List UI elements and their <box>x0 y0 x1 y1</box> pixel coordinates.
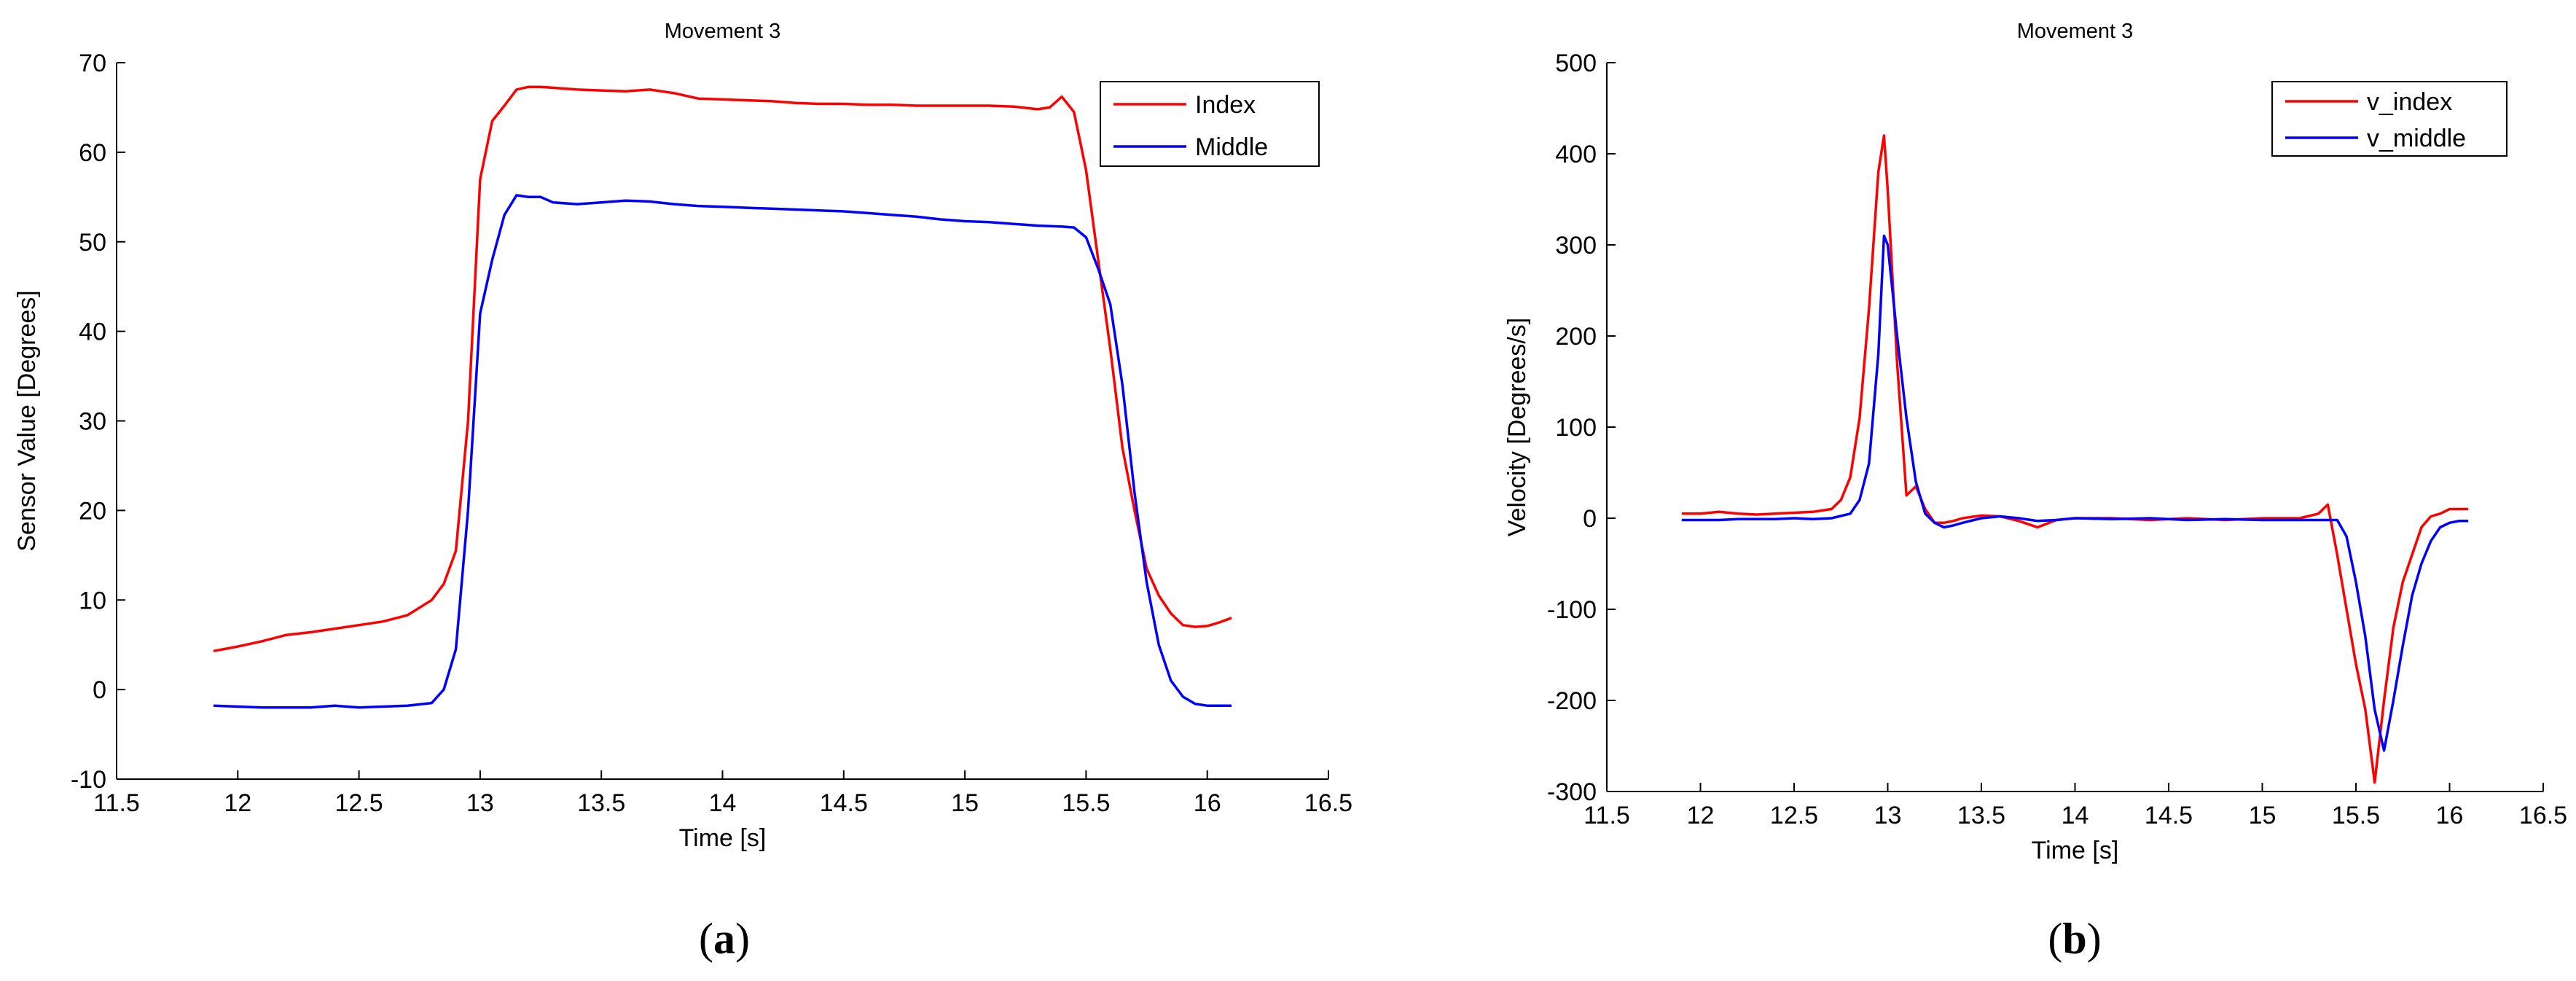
y-tick-label: -100 <box>1547 596 1597 624</box>
y-tick-label: 20 <box>79 497 106 525</box>
series-line-middle <box>213 194 1232 709</box>
legend-label: v_index <box>2367 88 2452 116</box>
x-tick-label: 11.5 <box>1583 802 1630 829</box>
x-tick-label: 16 <box>2436 802 2464 829</box>
legend-label: Middle <box>1195 133 1268 161</box>
y-tick-label: 30 <box>79 408 106 436</box>
y-axis-label: Velocity [Degrees/s] <box>1503 318 1531 536</box>
caption-close: ) <box>2087 915 2102 963</box>
series-line-index <box>213 85 1232 653</box>
chart-title: Movement 3 <box>665 20 781 43</box>
y-tick-label: -10 <box>71 766 106 794</box>
caption-letter: a <box>713 915 735 963</box>
x-tick-label: 13.5 <box>577 789 625 817</box>
y-tick-label: 500 <box>1555 50 1597 77</box>
y-tick-label: 40 <box>79 318 106 346</box>
series-line-v-index <box>1681 134 2469 784</box>
x-tick-label: 16.5 <box>1304 789 1352 817</box>
x-tick-label: 15.5 <box>2332 802 2380 829</box>
x-tick-label: 16 <box>1194 789 1221 817</box>
x-tick-label: 12 <box>224 789 251 817</box>
y-tick-label: -200 <box>1547 687 1597 715</box>
x-tick-label: 14 <box>2062 802 2089 829</box>
y-tick-label: 400 <box>1555 141 1597 168</box>
x-tick-label: 15 <box>2249 802 2276 829</box>
caption-open: ( <box>2048 915 2062 963</box>
caption-close: ) <box>735 915 750 963</box>
chart-b: Movement 3 11.5 12 12.5 13 13.5 14 14.5 15 15.5 16… <box>1503 20 2567 963</box>
y-axis-label: Sensor Value [Degrees] <box>13 290 41 551</box>
panel-caption: (b) <box>2048 915 2101 963</box>
y-tick-label: 50 <box>79 229 106 257</box>
caption-letter: b <box>2062 915 2086 963</box>
y-tick-label: 10 <box>79 587 106 614</box>
y-tick-label: 0 <box>1583 505 1597 533</box>
x-tick-label: 12.5 <box>335 789 383 817</box>
y-tick-label: 200 <box>1555 323 1597 351</box>
y-tick-label: 100 <box>1555 414 1597 442</box>
x-tick-label: 12 <box>1687 802 1715 829</box>
x-tick-label: 12.5 <box>1770 802 1818 829</box>
series-line-v-middle <box>1681 234 2469 752</box>
legend-label: Index <box>1195 91 1256 119</box>
legend-box <box>1100 81 1320 167</box>
x-axis-label: Time [s] <box>2032 837 2119 864</box>
y-tick-label: 60 <box>79 139 106 167</box>
legend-box <box>2271 81 2508 157</box>
y-tick-label: 300 <box>1555 232 1597 259</box>
x-tick-label: 13 <box>1874 802 1902 829</box>
x-tick-label: 14 <box>709 789 737 817</box>
x-tick-label: 14.5 <box>820 789 868 817</box>
chart-a: Movement 3 11.5 12 12.5 13 13.5 14 14.5 15 15.5 16… <box>13 20 1352 963</box>
x-tick-label: 13 <box>466 789 494 817</box>
y-tick-label: -300 <box>1547 778 1597 806</box>
y-tick-label: 70 <box>79 50 106 77</box>
legend-label: v_middle <box>2367 125 2466 152</box>
y-tick-label: 0 <box>93 676 106 704</box>
x-tick-label: 13.5 <box>1957 802 2005 829</box>
x-tick-label: 15 <box>951 789 979 817</box>
chart-title: Movement 3 <box>2017 20 2134 43</box>
x-tick-label: 15.5 <box>1062 789 1110 817</box>
panel-caption: (a) <box>699 915 750 963</box>
x-tick-label: 16.5 <box>2519 802 2567 829</box>
x-axis-label: Time [s] <box>679 824 767 852</box>
x-tick-label: 14.5 <box>2145 802 2193 829</box>
caption-open: ( <box>699 915 713 963</box>
x-tick-label: 11.5 <box>93 789 140 817</box>
